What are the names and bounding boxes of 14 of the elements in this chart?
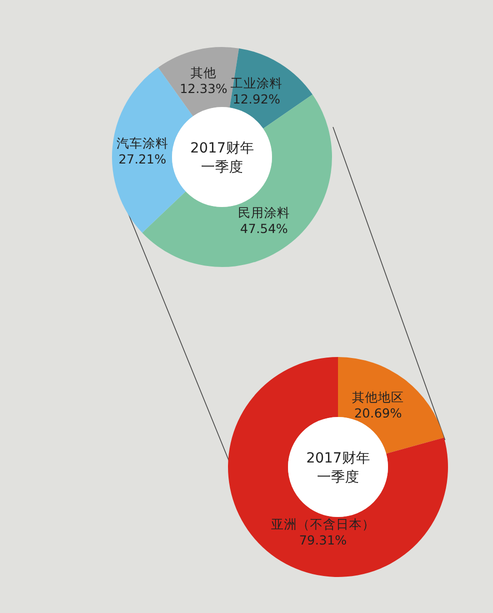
slice-label: 亚洲（不含日本） xyxy=(270,516,375,532)
slice-label: 其他地区 xyxy=(352,389,404,404)
data-label: 12.92% xyxy=(232,91,280,106)
slice-label: 其他 xyxy=(190,65,217,80)
data-label: 12.33% xyxy=(180,81,228,96)
text: 2017财年一季度 xyxy=(306,450,370,486)
slice-label: 民用涂料 xyxy=(238,205,290,220)
text: 2017财年一季度 xyxy=(190,140,254,176)
slice-label: 汽车涂料 xyxy=(116,135,168,150)
data-label: 20.69% xyxy=(354,405,402,420)
data-label: 79.31% xyxy=(299,532,347,548)
data-label: 27.21% xyxy=(118,151,166,166)
data-label: 47.54% xyxy=(240,221,288,236)
donut-slice xyxy=(228,357,448,577)
